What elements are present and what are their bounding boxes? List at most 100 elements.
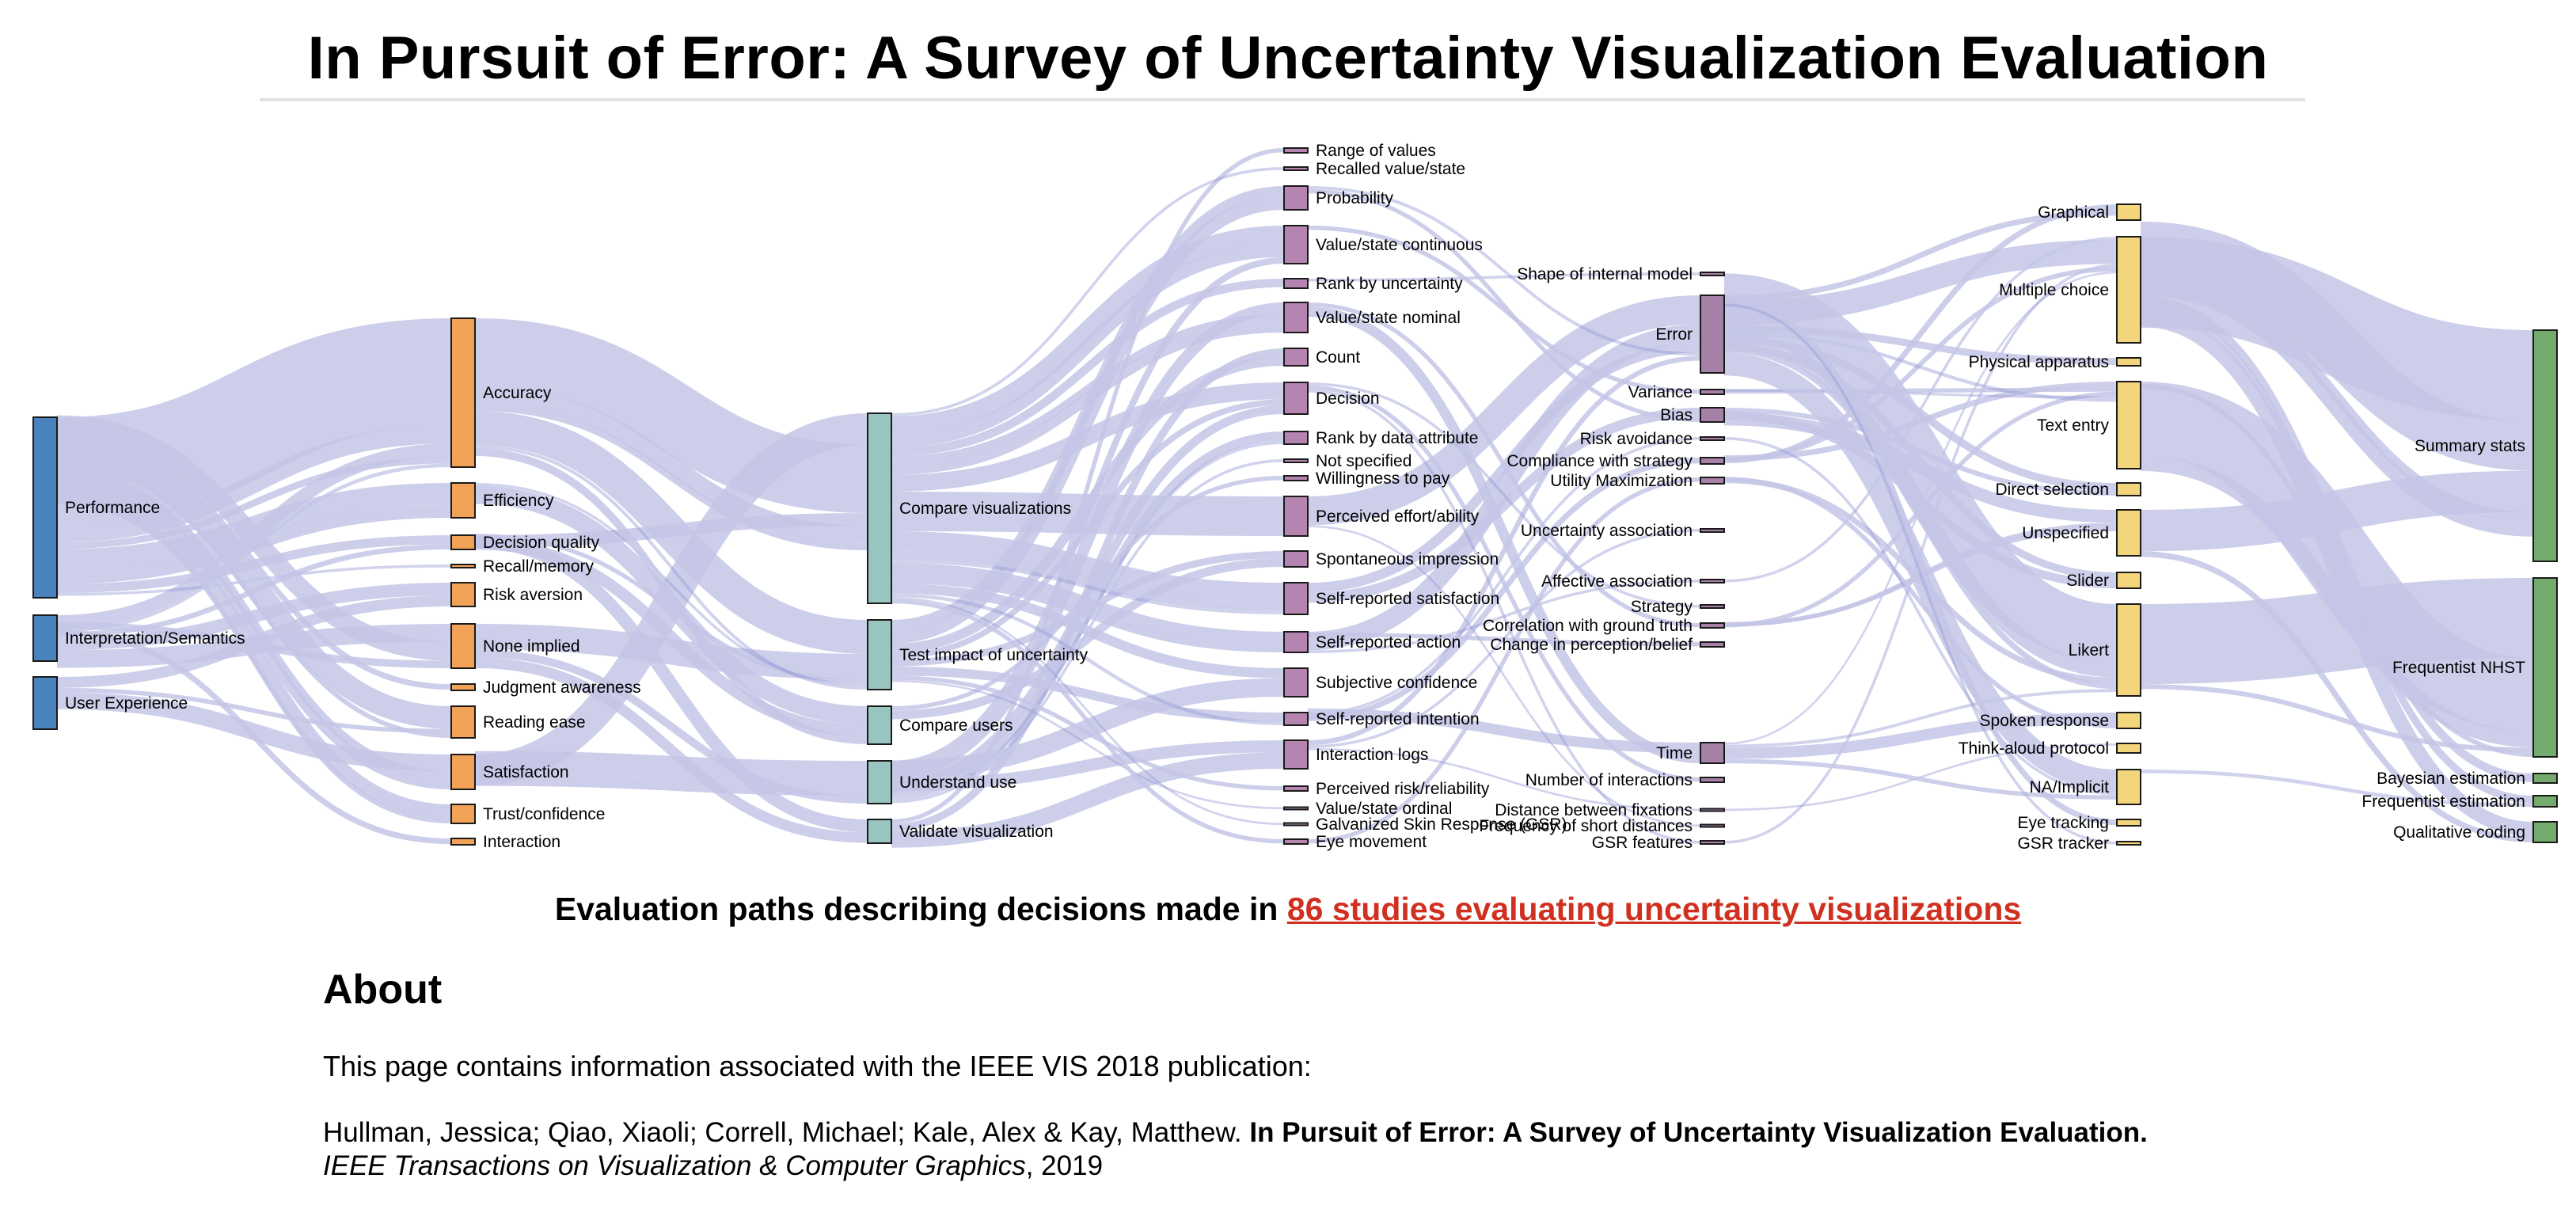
node-utility-maximization[interactable] xyxy=(1700,477,1725,485)
flow-link xyxy=(891,557,1285,720)
node-variance[interactable] xyxy=(1700,389,1725,395)
flow-link xyxy=(2140,295,2534,782)
node-na-implicit[interactable] xyxy=(2116,769,2141,805)
flow-link xyxy=(891,382,1285,492)
node-compare-users[interactable] xyxy=(867,705,892,745)
node-count[interactable] xyxy=(1283,348,1309,367)
node-value-state-continuous[interactable] xyxy=(1283,225,1309,264)
node-satisfaction[interactable] xyxy=(450,754,476,790)
node-shape-of-internal-model[interactable] xyxy=(1700,272,1725,276)
node-value-state-ordinal[interactable] xyxy=(1283,806,1309,811)
node-willingness-to-pay[interactable] xyxy=(1283,475,1309,481)
node-test-impact-of-uncertainty[interactable] xyxy=(867,619,892,690)
node-affective-association[interactable] xyxy=(1700,579,1725,583)
node-text-entry[interactable] xyxy=(2116,381,2141,469)
flow-link xyxy=(1307,580,1701,653)
node-recall-memory[interactable] xyxy=(450,564,476,568)
node-perceived-risk-reliability[interactable] xyxy=(1283,785,1309,792)
node-summary-stats[interactable] xyxy=(2532,329,2558,562)
node-interpretation-semantics[interactable] xyxy=(32,614,58,662)
flow-link xyxy=(891,666,1285,722)
node-user-experience[interactable] xyxy=(32,676,58,730)
node-efficiency[interactable] xyxy=(450,482,476,519)
node-subjective-confidence[interactable] xyxy=(1283,667,1309,698)
node-self-reported-satisfaction[interactable] xyxy=(1283,582,1309,615)
node-gsr-tracker[interactable] xyxy=(2116,841,2141,846)
about-intro: This page contains information associate… xyxy=(323,1050,1312,1082)
node-not-specified[interactable] xyxy=(1283,458,1309,463)
node-interaction-logs[interactable] xyxy=(1283,739,1309,770)
node-decision-quality[interactable] xyxy=(450,534,476,550)
node-spoken-response[interactable] xyxy=(2116,712,2141,729)
node-accuracy[interactable] xyxy=(450,317,476,468)
flow-link xyxy=(1723,273,2118,663)
node-frequentist-estimation[interactable] xyxy=(2532,795,2558,808)
node-label-rank-by-uncertainty: Rank by uncertainty xyxy=(1316,275,1463,293)
node-label-self-reported-satisfaction: Self-reported satisfaction xyxy=(1316,590,1499,608)
node-label-satisfaction: Satisfaction xyxy=(483,763,569,781)
node-risk-aversion[interactable] xyxy=(450,582,476,607)
node-direct-selection[interactable] xyxy=(2116,482,2141,496)
node-interaction[interactable] xyxy=(450,838,476,846)
node-perceived-effort-ability[interactable] xyxy=(1283,496,1309,537)
node-understand-use[interactable] xyxy=(867,760,892,804)
node-bias[interactable] xyxy=(1700,407,1725,423)
node-galvanized-skin-response-gsr[interactable] xyxy=(1283,822,1309,827)
node-range-of-values[interactable] xyxy=(1283,147,1309,154)
flow-link xyxy=(1723,437,2118,796)
node-slider[interactable] xyxy=(2116,572,2141,589)
node-number-of-interactions[interactable] xyxy=(1700,777,1725,783)
node-self-reported-action[interactable] xyxy=(1283,631,1309,653)
node-label-probability: Probability xyxy=(1316,189,1394,207)
studies-link[interactable]: 86 studies evaluating uncertainty visual… xyxy=(1286,891,2022,927)
node-label-number-of-interactions: Number of interactions xyxy=(1525,771,1693,789)
node-unspecified[interactable] xyxy=(2116,509,2141,557)
node-compliance-with-strategy[interactable] xyxy=(1700,457,1725,465)
node-label-risk-aversion: Risk aversion xyxy=(483,586,583,604)
node-correlation-with-ground-truth[interactable] xyxy=(1700,622,1725,629)
flow-link xyxy=(474,485,868,725)
node-frequency-of-short-distances[interactable] xyxy=(1700,823,1725,828)
node-judgment-awareness[interactable] xyxy=(450,683,476,691)
node-risk-avoidance[interactable] xyxy=(1700,436,1725,441)
node-label-willingness-to-pay: Willingness to pay xyxy=(1316,469,1450,488)
node-rank-by-uncertainty[interactable] xyxy=(1283,278,1309,289)
node-performance[interactable] xyxy=(32,416,58,599)
node-qualitative-coding[interactable] xyxy=(2532,821,2558,843)
node-graphical[interactable] xyxy=(2116,203,2141,221)
node-reading-ease[interactable] xyxy=(450,705,476,739)
node-time[interactable] xyxy=(1700,742,1725,764)
node-label-affective-association: Affective association xyxy=(1541,572,1693,591)
node-rank-by-data-attribute[interactable] xyxy=(1283,431,1309,445)
node-trust-confidence[interactable] xyxy=(450,804,476,824)
node-error[interactable] xyxy=(1700,295,1725,374)
node-label-range-of-values: Range of values xyxy=(1316,142,1436,160)
node-eye-movement[interactable] xyxy=(1283,838,1309,845)
node-distance-between-fixations[interactable] xyxy=(1700,808,1725,812)
node-gsr-features[interactable] xyxy=(1700,840,1725,845)
node-value-state-nominal[interactable] xyxy=(1283,302,1309,333)
flow-link xyxy=(56,439,452,729)
node-none-implied[interactable] xyxy=(450,623,476,669)
node-bayesian-estimation[interactable] xyxy=(2532,773,2558,784)
flow-link xyxy=(891,562,1285,647)
node-label-value-state-continuous: Value/state continuous xyxy=(1316,236,1483,254)
node-eye-tracking[interactable] xyxy=(2116,819,2141,827)
node-change-in-perception-belief[interactable] xyxy=(1700,641,1725,648)
node-compare-visualizations[interactable] xyxy=(867,412,892,604)
node-self-reported-intention[interactable] xyxy=(1283,712,1309,726)
node-probability[interactable] xyxy=(1283,185,1309,211)
node-frequentist-nhst[interactable] xyxy=(2532,577,2558,758)
node-decision[interactable] xyxy=(1283,382,1309,415)
node-recalled-value-state[interactable] xyxy=(1283,166,1309,171)
node-strategy[interactable] xyxy=(1700,604,1725,609)
node-validate-visualization[interactable] xyxy=(867,819,892,844)
node-think-aloud-protocol[interactable] xyxy=(2116,743,2141,754)
node-spontaneous-impression[interactable] xyxy=(1283,550,1309,568)
node-uncertainty-association[interactable] xyxy=(1700,528,1725,533)
node-physical-apparatus[interactable] xyxy=(2116,357,2141,367)
flow-link xyxy=(891,593,1285,726)
node-multiple-choice[interactable] xyxy=(2116,236,2141,344)
flow-link xyxy=(56,687,452,734)
node-likert[interactable] xyxy=(2116,603,2141,697)
